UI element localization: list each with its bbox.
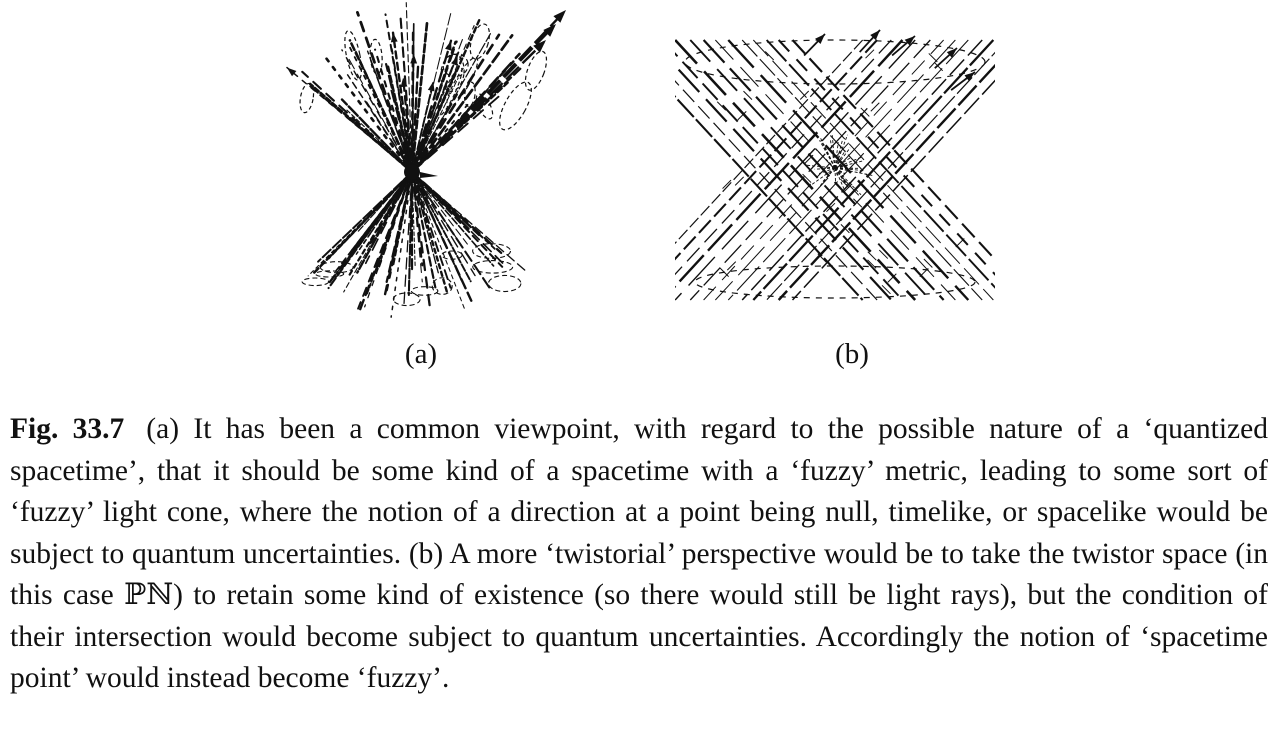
panel-b-label: (b)	[835, 338, 869, 370]
figure-caption: Fig. 33.7 (a) It has been a common viewpo…	[10, 409, 1268, 700]
fuzzy-light-cone-drawing	[286, 2, 566, 318]
twistorial-light-rays-figure	[675, 0, 995, 330]
fuzzy-light-cone-figure	[270, 0, 570, 330]
caption-figure-number: Fig. 33.7	[10, 413, 125, 445]
twistorial-light-rays-drawing	[675, 29, 995, 301]
panel-a-label: (a)	[404, 338, 438, 370]
caption-text: (a) It has been a common viewpoint, with…	[10, 413, 1268, 694]
